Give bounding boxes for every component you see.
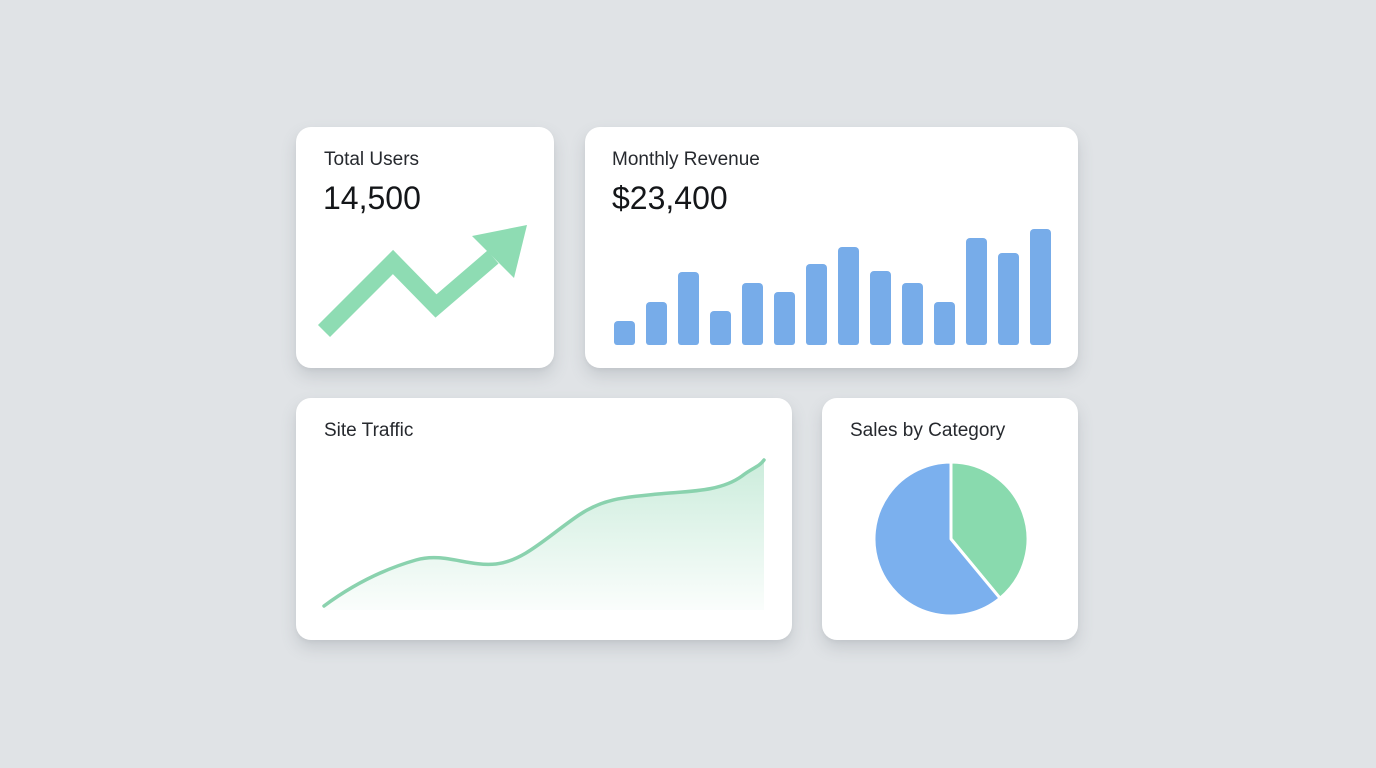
total-users-title: Total Users [324, 149, 420, 170]
revenue-bar [838, 247, 859, 345]
revenue-bar [710, 311, 731, 345]
revenue-bar [678, 272, 699, 345]
monthly-revenue-title: Monthly Revenue [612, 149, 760, 170]
revenue-bar [902, 283, 923, 345]
site-traffic-area-chart [322, 458, 766, 610]
revenue-bar [806, 264, 827, 345]
revenue-bar [614, 321, 635, 345]
card-sales-by-category: Sales by Category [822, 398, 1078, 640]
revenue-bar [646, 302, 667, 345]
revenue-bar [966, 238, 987, 345]
monthly-revenue-value: $23,400 [612, 179, 728, 216]
card-site-traffic: Site Traffic [296, 398, 792, 640]
revenue-bar [1030, 229, 1051, 345]
revenue-bar [934, 302, 955, 345]
sales-by-category-title: Sales by Category [850, 420, 1006, 441]
card-monthly-revenue: Monthly Revenue $23,400 [585, 127, 1078, 368]
revenue-bar [870, 271, 891, 345]
trend-up-arrow-icon [317, 225, 527, 338]
site-traffic-title: Site Traffic [324, 420, 414, 441]
revenue-bar [742, 283, 763, 345]
revenue-bar-chart [614, 229, 1051, 345]
sales-pie-chart [872, 460, 1030, 618]
revenue-bar [998, 253, 1019, 345]
total-users-value: 14,500 [323, 179, 421, 216]
card-total-users: Total Users 14,500 [296, 127, 554, 368]
revenue-bar [774, 292, 795, 345]
